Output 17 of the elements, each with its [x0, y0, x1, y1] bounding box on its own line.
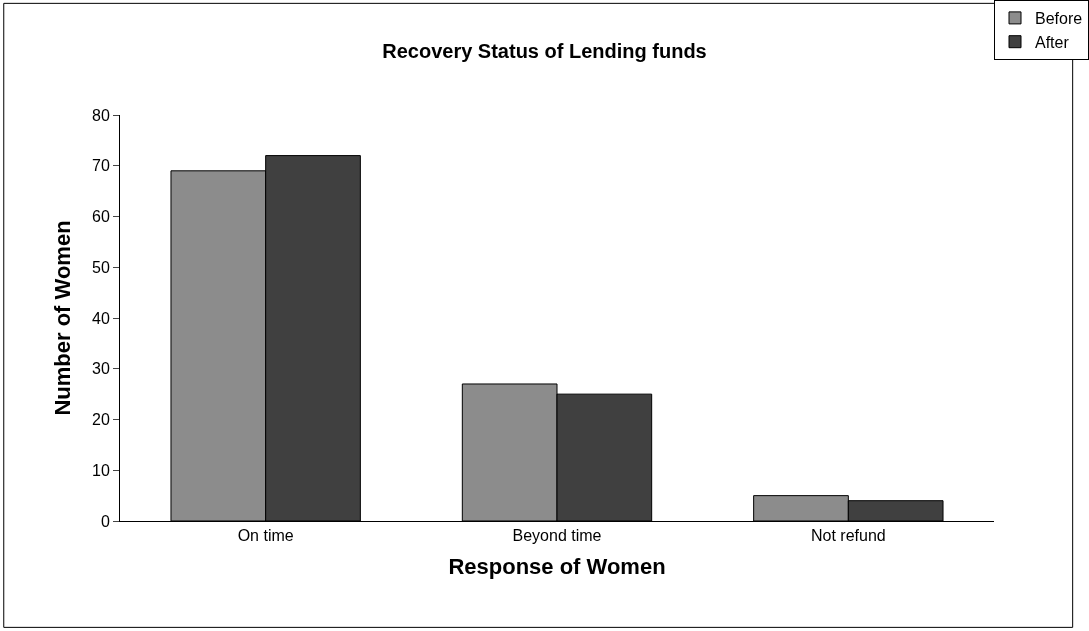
chart-title: Recovery Status of Lending funds: [382, 40, 707, 63]
y-tick-label: 80: [92, 106, 110, 124]
x-tick-label: Beyond time: [512, 527, 602, 545]
y-tick-label: 60: [92, 208, 110, 226]
y-tick-label: 40: [92, 309, 110, 327]
x-axis-title: Response of Women: [448, 554, 666, 580]
y-axis-title: Number of Women: [49, 220, 75, 416]
legend-label: After: [1035, 33, 1070, 51]
y-tick-label: 70: [92, 157, 110, 175]
y-tick-label: 30: [92, 360, 110, 378]
legend-label: Before: [1035, 10, 1083, 28]
y-tick-label: 0: [100, 512, 110, 530]
x-tick-label: On time: [237, 527, 294, 545]
x-tick-label: Not refund: [810, 527, 886, 545]
y-tick-label: 20: [92, 411, 110, 429]
y-tick-label: 10: [92, 461, 110, 479]
y-tick-label: 50: [92, 258, 110, 276]
